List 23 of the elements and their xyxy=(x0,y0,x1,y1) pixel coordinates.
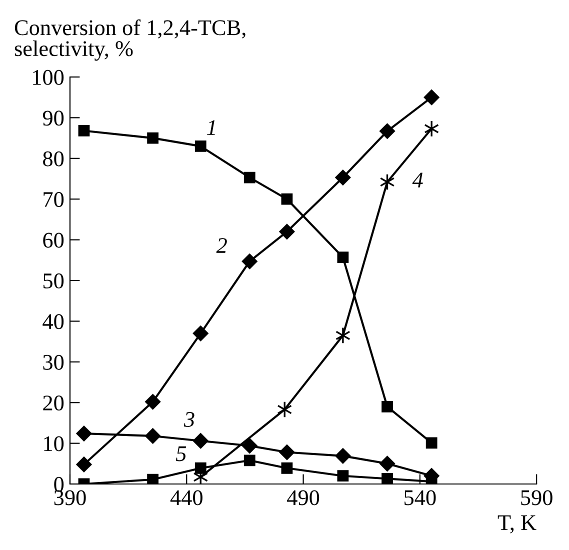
y-tick-label: 0 xyxy=(54,476,64,492)
y-tick-label: 70 xyxy=(44,192,64,208)
y-tick-label: 50 xyxy=(44,273,64,288)
y-tick-label: 40 xyxy=(42,314,64,330)
series-label: 4 xyxy=(412,172,423,188)
y-tick-label: 10 xyxy=(44,436,64,452)
x-axis-title: T, K xyxy=(498,515,536,534)
y-tick-label: 20 xyxy=(43,396,64,411)
y-tick-label: 90 xyxy=(42,110,64,126)
x-tick-label: 490 xyxy=(287,490,320,506)
y-tick-label: 30 xyxy=(43,354,64,370)
series-label: 5 xyxy=(176,446,186,462)
y-axis-title: Conversion of 1,2,4-TCB, selectivity, % xyxy=(14,19,246,61)
x-tick-label: 390 xyxy=(54,490,86,506)
x-tick-label: 540 xyxy=(404,490,436,506)
y-tick-label: 80 xyxy=(43,151,64,166)
x-tick-label: 590 xyxy=(521,490,552,506)
series-label: 2 xyxy=(216,238,227,253)
x-tick-label: 440 xyxy=(170,490,202,506)
series-label: 1 xyxy=(206,120,215,135)
y-tick-label: 100 xyxy=(33,70,64,85)
series-label: 3 xyxy=(184,412,194,427)
y-tick-label: 60 xyxy=(43,232,64,248)
